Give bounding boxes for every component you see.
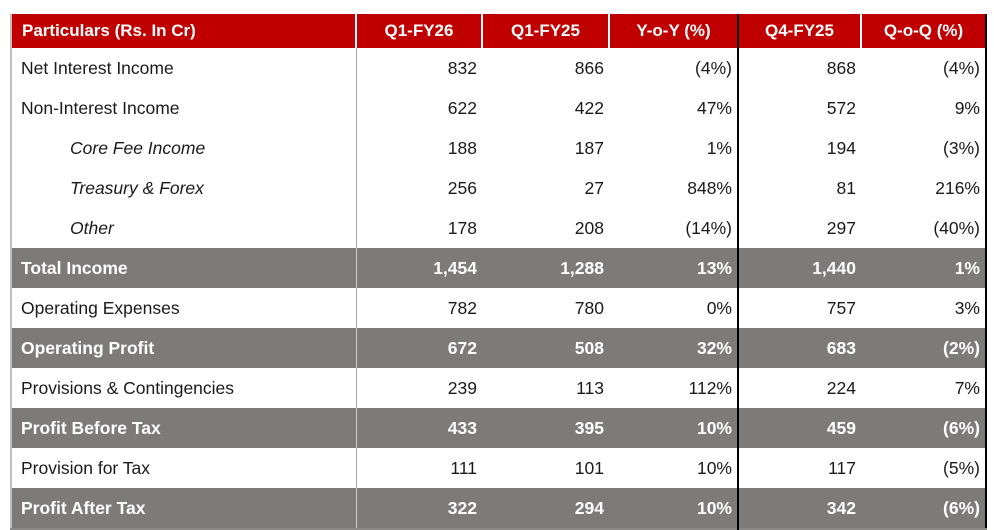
cell-q1-fy25: 208 bbox=[482, 208, 609, 248]
cell-qoq: 216% bbox=[861, 168, 986, 208]
cell-q1-fy26: 622 bbox=[355, 88, 482, 128]
table-row-net-interest-income: Net Interest Income 832 866 (4%) 868 (4%… bbox=[11, 48, 986, 88]
cell-q4-fy25: 342 bbox=[737, 488, 861, 529]
row-label: Operating Expenses bbox=[11, 288, 356, 328]
cell-q1-fy25: 1,288 bbox=[482, 248, 609, 288]
table-row-operating-expenses: Operating Expenses 782 780 0% 757 3% bbox=[11, 288, 986, 328]
cell-q1-fy25: 294 bbox=[482, 488, 609, 529]
cell-qoq: (2%) bbox=[861, 328, 986, 368]
table-row-provision-for-tax: Provision for Tax 111 101 10% 117 (5%) bbox=[11, 448, 986, 488]
cell-q4-fy25: 194 bbox=[737, 128, 861, 168]
header-q1-fy26: Q1-FY26 bbox=[355, 14, 482, 48]
header-row: Particulars (Rs. In Cr) Q1-FY26 Q1-FY25 … bbox=[11, 14, 986, 48]
cell-qoq: (40%) bbox=[861, 208, 986, 248]
cell-qoq: 9% bbox=[861, 88, 986, 128]
table-row-other: Other 178 208 (14%) 297 (40%) bbox=[11, 208, 986, 248]
cell-qoq: (4%) bbox=[861, 48, 986, 88]
cell-q1-fy25: 187 bbox=[482, 128, 609, 168]
cell-qoq: 7% bbox=[861, 368, 986, 408]
table-body: Net Interest Income 832 866 (4%) 868 (4%… bbox=[11, 48, 986, 529]
row-label: Profit Before Tax bbox=[11, 408, 356, 448]
table-row-treasury-forex: Treasury & Forex 256 27 848% 81 216% bbox=[11, 168, 986, 208]
cell-q4-fy25: 117 bbox=[737, 448, 861, 488]
table-row-total-income: Total Income 1,454 1,288 13% 1,440 1% bbox=[11, 248, 986, 288]
cell-q1-fy26: 782 bbox=[355, 288, 482, 328]
cell-yoy: 32% bbox=[609, 328, 738, 368]
row-label: Provisions & Contingencies bbox=[11, 368, 356, 408]
cell-q4-fy25: 683 bbox=[737, 328, 861, 368]
cell-yoy: 112% bbox=[609, 368, 738, 408]
cell-yoy: (14%) bbox=[609, 208, 738, 248]
cell-yoy: 47% bbox=[609, 88, 738, 128]
cell-q1-fy26: 1,454 bbox=[355, 248, 482, 288]
cell-q4-fy25: 868 bbox=[737, 48, 861, 88]
cell-q1-fy26: 188 bbox=[355, 128, 482, 168]
table-row-operating-profit: Operating Profit 672 508 32% 683 (2%) bbox=[11, 328, 986, 368]
cell-qoq: (6%) bbox=[861, 408, 986, 448]
cell-q4-fy25: 757 bbox=[737, 288, 861, 328]
cell-qoq: 1% bbox=[861, 248, 986, 288]
cell-q1-fy25: 395 bbox=[482, 408, 609, 448]
row-label: Total Income bbox=[11, 248, 356, 288]
header-particulars: Particulars (Rs. In Cr) bbox=[11, 14, 356, 48]
cell-yoy: 848% bbox=[609, 168, 738, 208]
cell-yoy: 1% bbox=[609, 128, 738, 168]
cell-q1-fy25: 101 bbox=[482, 448, 609, 488]
cell-q1-fy26: 239 bbox=[355, 368, 482, 408]
cell-yoy: 10% bbox=[609, 408, 738, 448]
cell-qoq: (3%) bbox=[861, 128, 986, 168]
table-row-profit-after-tax: Profit After Tax 322 294 10% 342 (6%) bbox=[11, 488, 986, 529]
header-q1-fy25: Q1-FY25 bbox=[481, 14, 609, 48]
cell-q1-fy26: 832 bbox=[355, 48, 482, 88]
cell-q1-fy25: 866 bbox=[482, 48, 609, 88]
cell-yoy: (4%) bbox=[609, 48, 738, 88]
row-label: Provision for Tax bbox=[11, 448, 356, 488]
row-label: Other bbox=[11, 208, 356, 248]
cell-q1-fy25: 113 bbox=[482, 368, 609, 408]
cell-q1-fy26: 672 bbox=[355, 328, 482, 368]
cell-qoq: 3% bbox=[861, 288, 986, 328]
table-row-provisions-contingencies: Provisions & Contingencies 239 113 112% … bbox=[11, 368, 986, 408]
row-label: Operating Profit bbox=[11, 328, 356, 368]
table-header: Particulars (Rs. In Cr) Q1-FY26 Q1-FY25 … bbox=[11, 14, 986, 48]
cell-q4-fy25: 1,440 bbox=[737, 248, 861, 288]
cell-q1-fy26: 178 bbox=[355, 208, 482, 248]
header-q4-fy25: Q4-FY25 bbox=[737, 14, 861, 48]
table-row-profit-before-tax: Profit Before Tax 433 395 10% 459 (6%) bbox=[11, 408, 986, 448]
cell-yoy: 13% bbox=[609, 248, 738, 288]
row-label: Net Interest Income bbox=[11, 48, 356, 88]
cell-qoq: (5%) bbox=[861, 448, 986, 488]
cell-q1-fy26: 111 bbox=[355, 448, 482, 488]
row-label: Profit After Tax bbox=[11, 488, 356, 529]
row-label: Treasury & Forex bbox=[11, 168, 356, 208]
cell-q1-fy26: 256 bbox=[355, 168, 482, 208]
cell-yoy: 0% bbox=[609, 288, 738, 328]
cell-q1-fy25: 422 bbox=[482, 88, 609, 128]
cell-q4-fy25: 459 bbox=[737, 408, 861, 448]
cell-yoy: 10% bbox=[609, 448, 738, 488]
cell-q1-fy25: 780 bbox=[482, 288, 609, 328]
cell-q4-fy25: 572 bbox=[737, 88, 861, 128]
cell-q4-fy25: 224 bbox=[737, 368, 861, 408]
cell-q1-fy26: 322 bbox=[355, 488, 482, 529]
table-row-core-fee-income: Core Fee Income 188 187 1% 194 (3%) bbox=[11, 128, 986, 168]
cell-q1-fy25: 508 bbox=[482, 328, 609, 368]
cell-q1-fy25: 27 bbox=[482, 168, 609, 208]
row-label: Core Fee Income bbox=[11, 128, 356, 168]
header-yoy: Y-o-Y (%) bbox=[608, 14, 738, 48]
table-row-non-interest-income: Non-Interest Income 622 422 47% 572 9% bbox=[11, 88, 986, 128]
cell-q4-fy25: 81 bbox=[737, 168, 861, 208]
cell-q4-fy25: 297 bbox=[737, 208, 861, 248]
row-label: Non-Interest Income bbox=[11, 88, 356, 128]
cell-yoy: 10% bbox=[609, 488, 738, 529]
cell-q1-fy26: 433 bbox=[355, 408, 482, 448]
financial-results-table: Particulars (Rs. In Cr) Q1-FY26 Q1-FY25 … bbox=[10, 14, 987, 530]
cell-qoq: (6%) bbox=[861, 488, 986, 529]
header-qoq: Q-o-Q (%) bbox=[860, 14, 986, 48]
